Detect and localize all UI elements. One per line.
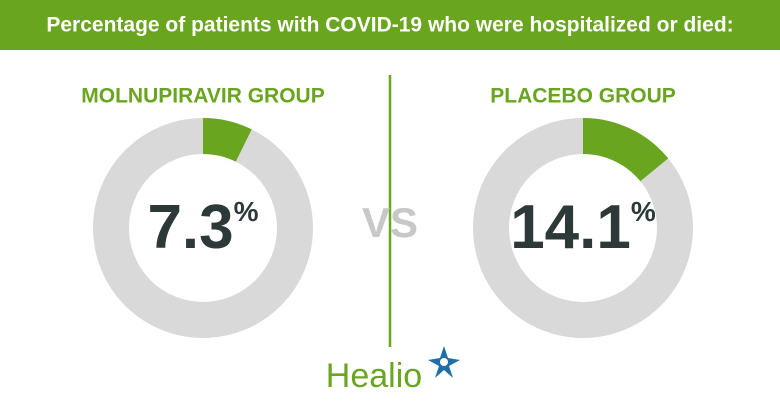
title-banner xyxy=(0,0,780,50)
group-label: PLACEBO GROUP xyxy=(490,85,676,108)
logo-star-center xyxy=(440,358,448,366)
logo-star xyxy=(428,346,460,378)
vs-label: VS xyxy=(362,199,418,246)
value-label: 14.1% xyxy=(510,193,656,262)
group-label: MOLNUPIRAVIR GROUP xyxy=(81,85,324,108)
title: Percentage of patients with COVID-19 who… xyxy=(46,14,733,37)
value-label: 7.3% xyxy=(147,193,258,262)
donut-segment xyxy=(202,118,252,162)
logo: Healio xyxy=(326,357,422,395)
donut-segment xyxy=(582,118,669,182)
